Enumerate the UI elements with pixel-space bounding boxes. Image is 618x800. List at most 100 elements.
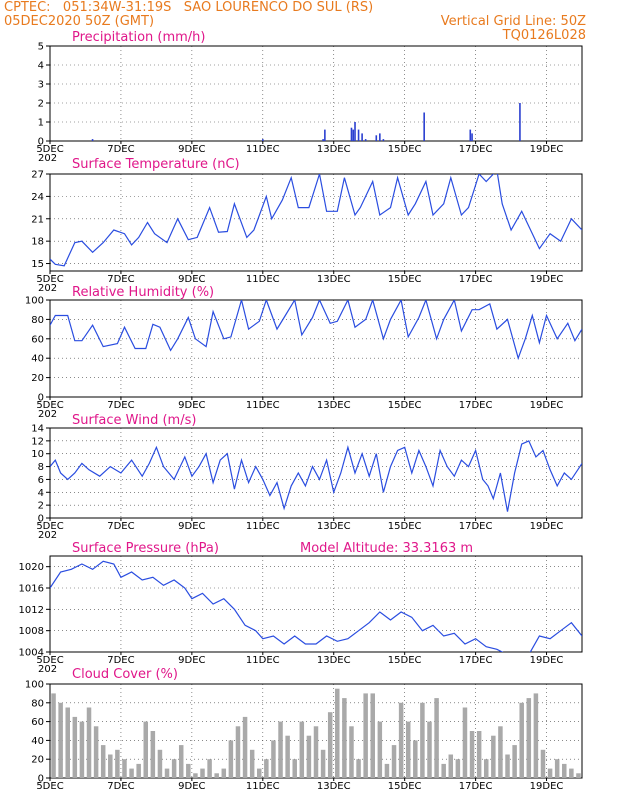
cloud-bar (193, 773, 198, 778)
cloud-bar (491, 735, 496, 778)
cloud-bar (405, 721, 411, 778)
y-tick-label: 1020 (19, 562, 44, 573)
precip-bar (352, 129, 355, 141)
cloud-bar (58, 702, 63, 778)
x-tick-label: 13DEC (317, 655, 351, 666)
cloud-bar (214, 773, 219, 778)
cloud-bar (320, 749, 326, 778)
cloud-bar (519, 702, 524, 778)
y-tick-label: 14 (31, 424, 44, 435)
cloud-bar (235, 726, 241, 778)
y-tick-label: 1012 (19, 605, 44, 616)
x-tick-label: 17DEC (459, 521, 493, 532)
chart-panel-5: 0 20 40 60 80 100 5DEC 7DEC 9DEC 11DEC 13DEC 15DEC 1… (25, 667, 583, 792)
x-tick-label: 5DEC (36, 521, 63, 532)
precip-bar (379, 133, 381, 141)
y-tick-label: 1016 (19, 584, 44, 595)
cloud-bar (533, 693, 539, 778)
chart-panel-4: 1004 1008 1012 1016 1020 5DEC 7DEC 9DEC 11DEC 13D… (19, 541, 583, 675)
y-tick-label: 40 (31, 736, 44, 747)
cloud-bar (108, 754, 113, 778)
y-tick-label: 10 (31, 449, 44, 460)
data-layer (91, 103, 521, 141)
x-tick-label: 13DEC (317, 400, 351, 411)
x-tick-label: 11DEC (246, 400, 280, 411)
header-model-id: TQ0126L028 (502, 28, 586, 43)
plot-frame (49, 45, 583, 142)
cloud-bar (327, 712, 333, 778)
cloud-bar (398, 702, 404, 778)
cloud-bar (115, 749, 120, 778)
cloud-bar (129, 768, 134, 778)
cloud-bar (569, 768, 574, 778)
x-tick-label: 7DEC (107, 144, 134, 155)
y-tick-label: 4 (38, 61, 44, 72)
model-altitude-note: Model Altitude: 33.3163 m (300, 541, 473, 556)
y-tick-label: 8 (38, 462, 44, 473)
cloud-bar (469, 731, 475, 778)
data-layer (50, 560, 582, 652)
y-tick-label: 80 (31, 315, 44, 326)
y-tick-label: 0 (38, 137, 44, 148)
cloud-bar (164, 768, 170, 778)
precip-bar (382, 139, 385, 141)
x-tick-label: 19DEC (530, 274, 564, 285)
cloud-bar (526, 698, 532, 778)
cloud-bar (462, 707, 468, 778)
cloud-bar (313, 726, 319, 778)
cloud-bar (178, 745, 184, 778)
header-line1: CPTEC: 051:34W-31:19S SAO LOURENCO DO SU… (4, 0, 374, 15)
precip-bar (364, 139, 367, 141)
plot-frame (49, 299, 583, 398)
x-tick-label: 11DEC (246, 781, 280, 792)
cloud-bar (171, 759, 177, 778)
precip-bar (375, 135, 378, 141)
y-tick-label: 60 (31, 334, 44, 345)
x-tick-label: 7DEC (107, 781, 134, 792)
precip-bar (322, 139, 324, 141)
cloud-bar (278, 721, 283, 778)
cloud-bar (384, 763, 390, 778)
precip-bar (91, 139, 94, 141)
x-tick-label: 7DEC (107, 274, 134, 285)
cloud-bar (420, 702, 425, 778)
data-layer (50, 300, 582, 361)
y-tick-label: 1004 (19, 648, 44, 659)
y-tick-label: 20 (31, 755, 44, 766)
y-tick-label: 27 (31, 170, 44, 181)
y-tick-label: 80 (31, 698, 44, 709)
cloud-bar (72, 716, 78, 778)
x-tick-label: 9DEC (178, 274, 205, 285)
y-tick-label: 20 (31, 373, 44, 384)
cloud-bar (157, 749, 163, 778)
cloud-bar (356, 759, 361, 778)
precip-bar (324, 129, 326, 141)
x-tick-label: 19DEC (530, 781, 564, 792)
cloud-bar (363, 693, 368, 778)
series-line (50, 174, 582, 267)
x-tick-label: 19DEC (530, 400, 564, 411)
y-tick-label: 0 (38, 774, 44, 785)
series-line (50, 440, 582, 512)
cloud-bar (476, 731, 482, 778)
y-tick-label: 60 (31, 717, 44, 728)
precip-bar (423, 112, 425, 141)
cloud-bar (271, 740, 276, 778)
x-tick-label: 13DEC (317, 781, 351, 792)
y-tick-label: 5 (38, 42, 44, 53)
panel-title: Precipitation (mm/h) (72, 30, 205, 45)
x-tick-label: 15DEC (388, 655, 422, 666)
cloud-bar (221, 768, 227, 778)
x-tick-label: 5DEC (36, 144, 63, 155)
precip-bar (357, 129, 360, 141)
series-line (50, 560, 582, 652)
cloud-bar (349, 726, 354, 778)
cloud-bar (505, 754, 510, 778)
cloud-bar (228, 740, 234, 778)
header-grid-line: Vertical Grid Line: 50Z (440, 14, 586, 29)
x-tick-label: 5DEC (36, 274, 63, 285)
y-tick-label: 2 (38, 99, 44, 110)
cloud-bar (299, 721, 305, 778)
y-tick-label: 0 (38, 393, 44, 404)
cloud-bar (512, 745, 517, 778)
